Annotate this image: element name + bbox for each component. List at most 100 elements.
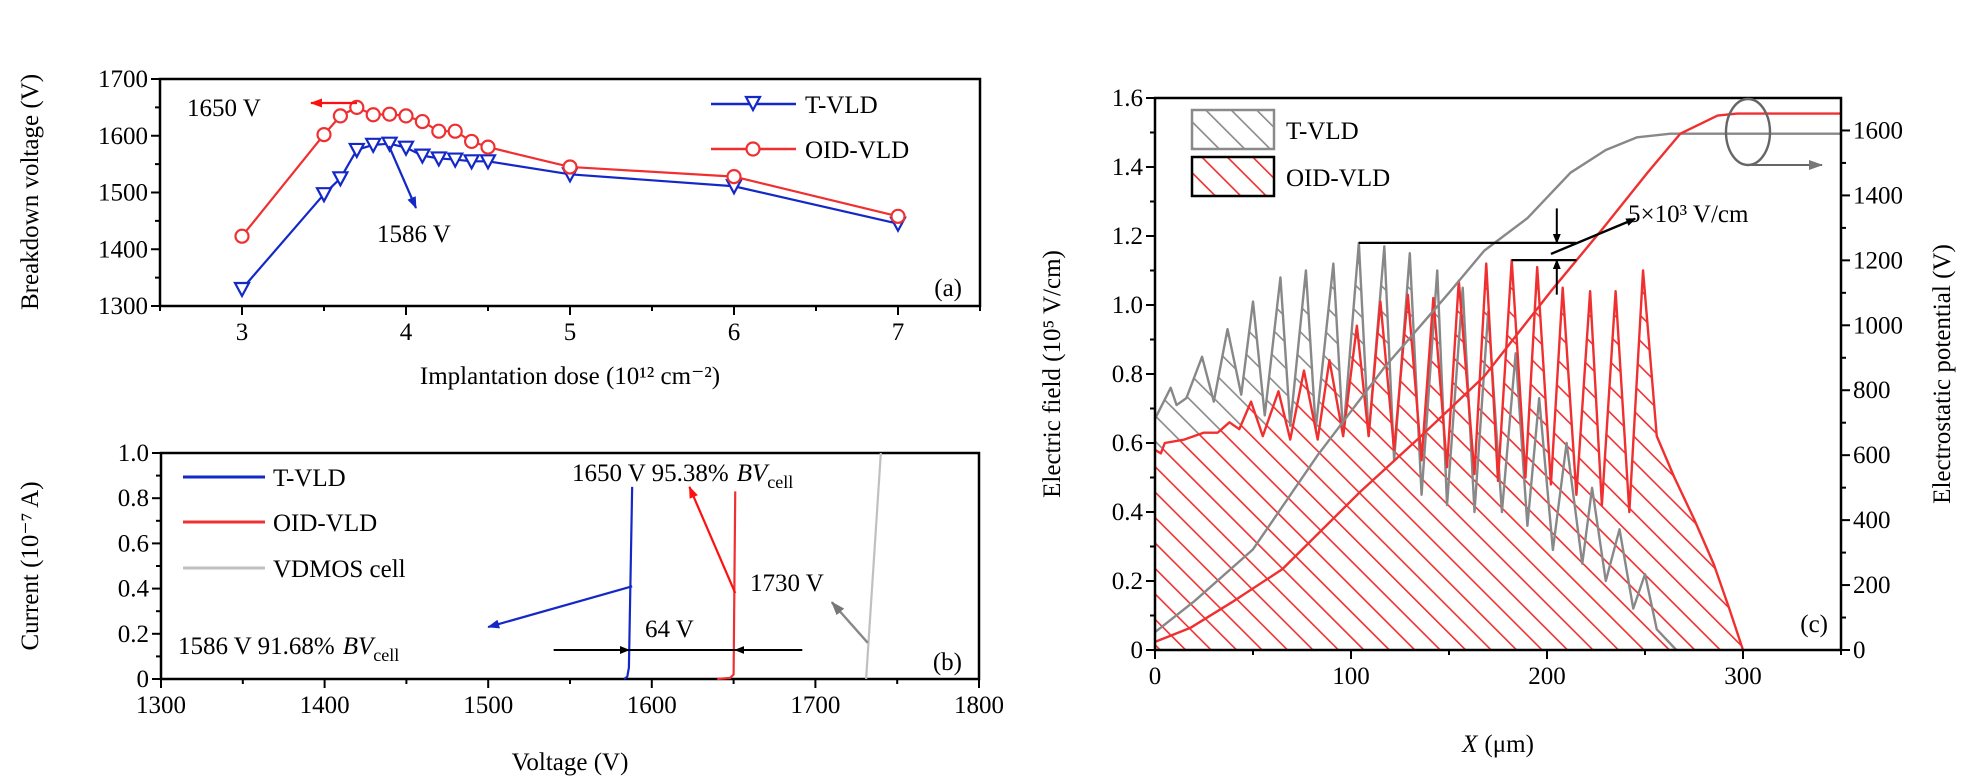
y-tick-label-c: 0.4 [1112,499,1144,526]
annotation-arrow-gray-b [830,601,869,644]
data-point-t-vld [380,136,399,154]
x-tick-label-b: 1600 [627,692,677,719]
y-axis-title-a: Breakdown voltage (V) [17,74,44,310]
y-right-tick-label-c: 1200 [1853,247,1903,274]
data-point-oid-vld [349,99,365,115]
potential-curve-t-vld [1154,132,1841,634]
x-tick-label-c: 300 [1724,663,1762,690]
annotation-64v: 64 V [645,616,694,643]
y-right-tick-label-c: 800 [1853,377,1891,404]
x-unit: (μm) [1484,731,1534,758]
x-tick-label-a: 4 [400,319,413,346]
y-tick-label-b: 0.6 [118,530,149,557]
legend-label-c: T-VLD [1286,118,1359,145]
legend-swatch-t-vld [1190,108,1276,151]
legend-marker-triangle-icon [744,95,762,113]
legend-label-b: OID-VLD [273,510,377,537]
annotation-arrow-blue [387,145,418,209]
data-point-oid-vld [398,108,414,124]
data-point-t-vld [446,152,465,169]
x-tick-label-c: 0 [1149,663,1162,690]
annotation-1586v: 1586 V [377,221,451,248]
data-point-oid-vld [890,208,906,224]
potential-curve-oid-vld [1154,112,1841,643]
potential-group-ellipse [1724,97,1772,167]
data-point-t-vld [331,171,350,188]
data-point-t-vld [413,148,432,165]
panel-label-a: (a) [934,275,962,302]
panel-label-c: (c) [1800,611,1828,638]
legend-label-a: OID-VLD [805,137,909,164]
data-point-oid-vld [431,123,447,139]
y-right-tick-label-c: 1000 [1853,312,1903,339]
x-tick-label-c: 100 [1332,663,1370,690]
y-right-tick-label-c: 200 [1853,572,1891,599]
x-tick-label-c: 200 [1528,663,1566,690]
annotation-arrow-c [1550,217,1637,256]
data-point-oid-vld [480,139,496,155]
annotation-text: 1650 V 95.38% [572,460,729,487]
annotation-arrow-red-b [688,485,737,594]
y-right-axis-title-c: Electrostatic potential (V) [1929,244,1956,504]
y-tick-label-a: 1300 [98,293,148,320]
y-tick-label-c: 1.6 [1112,85,1143,112]
annotation-field-difference: 5×10³ V/cm [1628,201,1749,228]
y-right-tick-label-c: 400 [1853,507,1891,534]
y-tick-label-c: 0 [1131,637,1144,664]
data-point-t-vld [429,151,448,168]
iv-curve-t-vld [623,486,634,680]
x-tick-label-b: 1700 [790,692,840,719]
legend-label-c: OID-VLD [1286,165,1390,192]
data-point-t-vld [397,140,415,157]
data-point-oid-vld [726,169,742,185]
annotation-t-vld-bv: 1586 V 91.68% BVcell [178,633,399,665]
x-tick-label-a: 5 [564,319,577,346]
panel-label-b: (b) [933,649,962,676]
y-right-tick-label-c: 0 [1853,637,1866,664]
data-point-oid-vld [332,108,348,124]
data-point-t-vld [462,154,481,171]
y-tick-label-c: 0.2 [1112,568,1143,595]
annotation-arrow-blue-b [487,585,633,629]
y-tick-label-b: 0.2 [118,621,149,648]
y-axis-title-c: Electric field (10⁵ V/cm) [1039,250,1066,498]
y-axis-title-b: Current (10⁻⁷ A) [17,481,44,650]
x-tick-label-b: 1800 [954,692,1004,719]
iv-curve-oid-vld [717,491,737,681]
y-tick-label-b: 0 [137,666,150,693]
bv-subscript: cell [373,645,399,665]
y-tick-label-a: 1500 [98,180,148,207]
legend-label-b: T-VLD [273,465,346,492]
data-point-oid-vld [382,106,398,122]
y-tick-label-a: 1600 [98,123,148,150]
iv-curve-vdmos-cell [865,452,882,680]
data-point-oid-vld [234,228,250,244]
y-tick-label-b: 0.8 [118,485,149,512]
y-right-tick-label-c: 600 [1853,442,1891,469]
x-variable: X [1461,731,1479,758]
annotation-1650v: 1650 V [187,95,261,122]
field-curve-t-vld [1153,241,1678,651]
bv-symbol: BV [737,460,770,487]
x-tick-label-a: 7 [892,319,905,346]
bv-subscript: cell [767,472,793,492]
y-tick-label-c: 1.4 [1112,154,1144,181]
y-tick-label-c: 1.0 [1112,292,1143,319]
y-tick-label-a: 1700 [98,66,148,93]
data-point-oid-vld [365,107,381,123]
y-tick-label-b: 0.4 [118,576,150,603]
data-point-oid-vld [562,159,578,175]
data-point-t-vld [479,154,497,171]
data-point-oid-vld [447,123,463,139]
y-tick-label-c: 1.2 [1112,223,1143,250]
x-axis-title-b: Voltage (V) [512,749,629,776]
y-tick-label-c: 0.6 [1112,430,1143,457]
y-tick-label-b: 1.0 [118,440,149,467]
annotation-oid-vld-bv: 1650 V 95.38% BVcell [572,460,793,492]
x-axis-title-c: X (μm) [1461,731,1534,758]
legend-marker-circle-icon [745,141,761,157]
field-curve-oid-vld [1154,258,1745,651]
legend-label-b: VDMOS cell [273,556,406,583]
legend-swatch-oid-vld [1190,155,1276,198]
